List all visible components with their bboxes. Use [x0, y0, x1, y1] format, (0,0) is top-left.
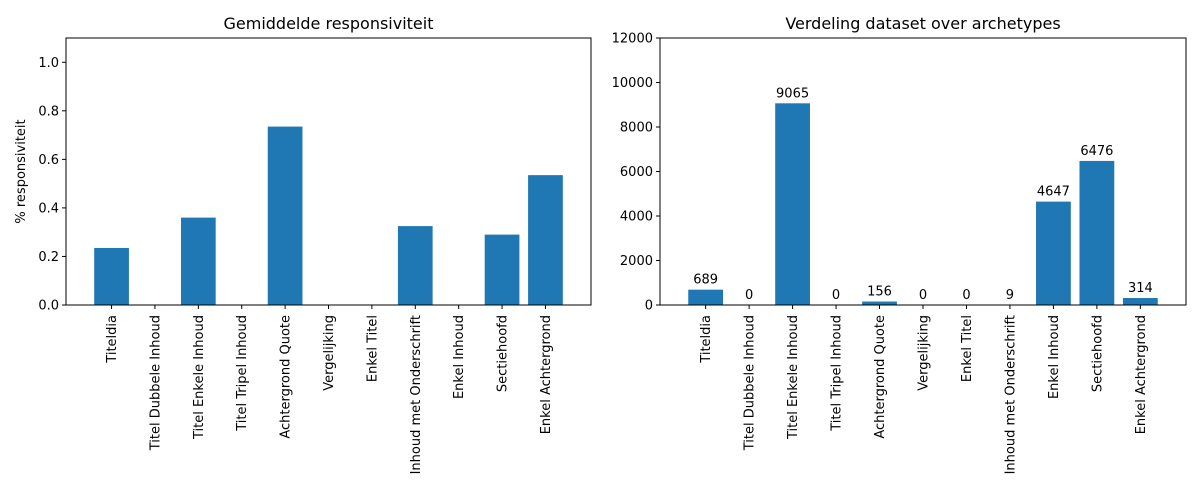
x-tick-label: Titel Enkele Inhoud [192, 315, 207, 440]
chart-title: Verdeling dataset over archetypes [785, 14, 1060, 33]
x-tick-label: Enkel Titel [365, 315, 380, 382]
x-tick-label: Achtergrond Quote [279, 315, 294, 439]
y-tick-label: 4000 [620, 210, 653, 225]
chart-2: Verdeling dataset over archetypes6890906… [612, 14, 1187, 474]
x-tick-label: Vergelijking [322, 315, 337, 391]
x-tick-label: Titel Enkele Inhoud [786, 315, 801, 440]
y-tick-label: 0.0 [38, 299, 59, 314]
data-label: 9 [1006, 288, 1014, 303]
data-label: 0 [745, 288, 753, 303]
data-label: 9065 [776, 86, 809, 101]
y-tick-label: 0.4 [38, 201, 59, 216]
bar [397, 226, 433, 305]
x-tick-label: Enkel Titel [960, 315, 975, 382]
data-label: 0 [919, 288, 927, 303]
bar [1122, 298, 1158, 305]
x-tick-label: Enkel Inhoud [1047, 315, 1062, 399]
x-tick-label: Titeldia [105, 315, 120, 364]
data-label: 689 [693, 273, 718, 288]
y-tick-label: 0 [645, 299, 653, 314]
x-tick-label: Titel Tripel Inhoud [235, 315, 250, 432]
x-tick-label: Titeldia [699, 315, 714, 364]
y-tick-label: 8000 [620, 121, 653, 136]
y-tick-label: 12000 [612, 32, 653, 47]
bar [862, 301, 897, 305]
x-tick-label: Enkel Achtergrond [1134, 315, 1149, 434]
x-tick-label: Inhoud met Onderschrift [409, 315, 424, 474]
y-tick-label: 0.8 [38, 104, 59, 119]
y-tick-label: 2000 [620, 254, 653, 269]
data-label: 4647 [1037, 185, 1070, 200]
bar [484, 234, 520, 305]
x-tick-label: Vergelijking [917, 315, 932, 391]
bar [267, 126, 303, 305]
y-tick-label: 10000 [612, 76, 653, 91]
x-tick-label: Titel Dubbele Inhoud [743, 315, 758, 451]
y-tick-label: 1.0 [38, 56, 59, 71]
x-tick-label: Achtergrond Quote [873, 315, 888, 439]
x-tick-label: Sectiehoofd [1090, 315, 1105, 392]
x-tick-label: Titel Tripel Inhoud [830, 315, 845, 432]
data-label: 314 [1128, 281, 1153, 296]
data-label: 0 [832, 288, 840, 303]
chart-title: Gemiddelde responsiviteit [224, 14, 434, 33]
bar [688, 289, 724, 305]
y-tick-label: 0.2 [38, 250, 59, 265]
y-tick-label: 6000 [620, 165, 653, 180]
y-tick-label: 0.6 [38, 153, 59, 168]
bar [528, 175, 563, 305]
x-tick-label: Sectiehoofd [496, 315, 511, 392]
data-label: 156 [867, 285, 892, 300]
bar [1036, 201, 1071, 305]
data-label: 0 [962, 288, 970, 303]
x-tick-label: Enkel Inhoud [452, 315, 467, 399]
bar [775, 103, 810, 306]
bar [94, 247, 129, 305]
x-tick-label: Enkel Achtergrond [539, 315, 554, 434]
bar [1079, 160, 1115, 305]
chart-1: Gemiddelde responsiviteit % responsivitei… [14, 14, 592, 474]
x-tick-label: Inhoud met Onderschrift [1003, 315, 1018, 474]
bar [180, 217, 216, 305]
x-tick-label: Titel Dubbele Inhoud [148, 315, 163, 451]
y-axis-label: % responsiviteit [14, 119, 29, 223]
data-label: 6476 [1080, 144, 1113, 159]
